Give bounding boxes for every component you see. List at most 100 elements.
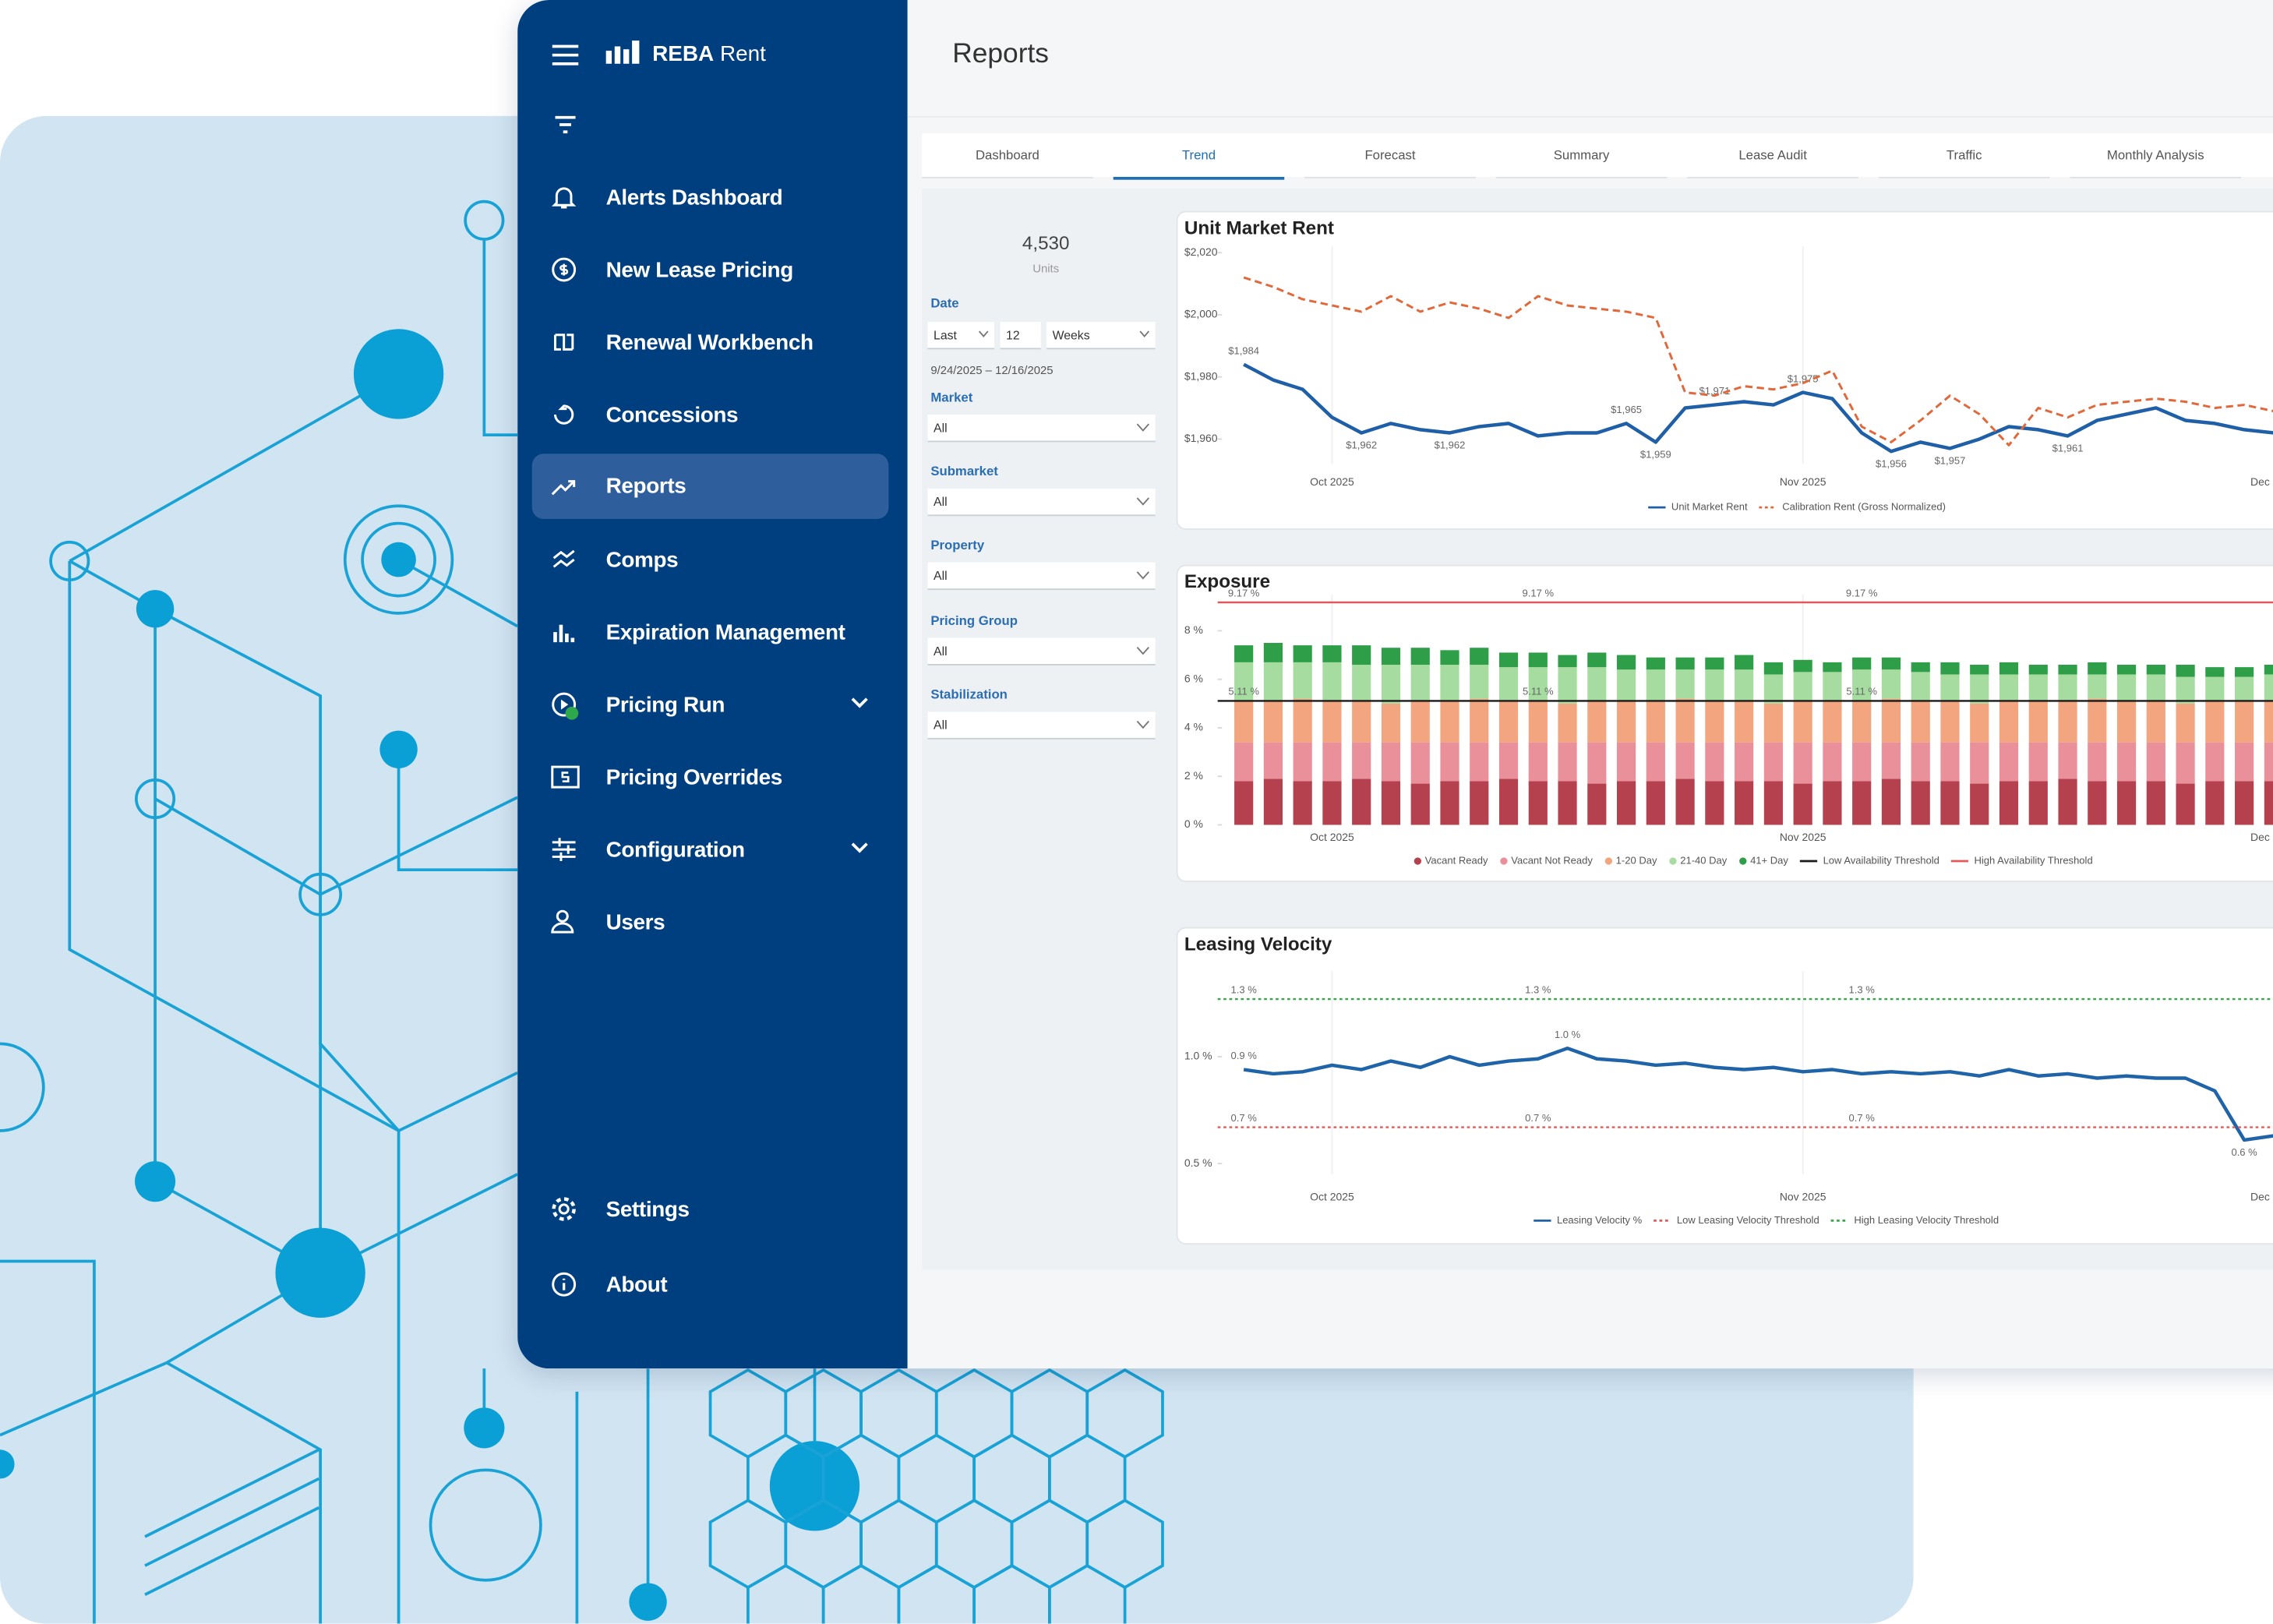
select[interactable]: Last — [927, 321, 995, 350]
circuit-dot — [135, 1161, 176, 1202]
bar-segment — [1763, 674, 1783, 704]
bar-segment — [1587, 701, 1607, 743]
nav-label: Comps — [605, 548, 679, 573]
header-divider — [907, 115, 2273, 118]
nav-item[interactable]: Pricing Overrides — [532, 748, 889, 806]
bar-segment — [1675, 657, 1695, 670]
select[interactable]: All — [927, 415, 1156, 443]
nav-item[interactable]: Configuration — [532, 821, 889, 878]
nav-item[interactable]: Comps — [532, 531, 889, 588]
tab-bar: Dashboard Trend Forecast Summary Lease A… — [922, 133, 2273, 180]
menu-icon[interactable] — [551, 44, 580, 67]
circuit-node — [298, 872, 343, 916]
select[interactable]: All — [927, 637, 1156, 665]
bar-segment — [2028, 674, 2048, 701]
circuit-dots — [0, 329, 860, 1621]
bar-segment — [1940, 662, 1960, 675]
bar-segment — [1381, 648, 1401, 665]
bar-segment — [1911, 662, 1930, 673]
page-title: Reports — [952, 39, 1049, 70]
chart-card — [1176, 210, 2273, 530]
threshold-label: 0.7 % — [1849, 1112, 1876, 1124]
tab[interactable]: Dashboard — [922, 133, 1093, 178]
tab[interactable]: Trend — [1113, 133, 1285, 180]
bar-segment — [2088, 674, 2107, 699]
tab[interactable]: Forecast — [1304, 133, 1476, 178]
legend-label: High Leasing Velocity Threshold — [1854, 1214, 1999, 1226]
nav-label: Alerts Dashboard — [605, 185, 783, 210]
bar-segment — [1470, 742, 1489, 782]
tab[interactable]: Summary — [1495, 133, 1668, 178]
bar-segment — [2058, 742, 2077, 779]
bar-segment — [1587, 783, 1607, 825]
y-tick-label: 6 % — [1184, 672, 1203, 684]
x-tick-label: Oct 2025 — [1310, 831, 1354, 843]
nav-item[interactable]: Settings — [532, 1180, 889, 1237]
bar-segment — [1352, 665, 1371, 701]
bar-segment — [2116, 674, 2137, 701]
nav-item[interactable]: Pricing Run — [532, 676, 889, 733]
circuit-dot — [353, 329, 444, 419]
bar-segment — [2235, 667, 2254, 677]
y-tick-label: 0.5 % — [1184, 1156, 1212, 1169]
select[interactable]: All — [927, 562, 1156, 591]
nav-icon — [552, 1272, 577, 1297]
nav-item[interactable]: Reports — [531, 454, 889, 519]
data-label: $1,962 — [1346, 440, 1377, 451]
bar-segment — [1440, 665, 1459, 701]
nav-label: Settings — [605, 1197, 690, 1223]
legend-swatch — [1669, 857, 1677, 865]
nav-item[interactable]: New Lease Pricing — [532, 241, 889, 298]
bar-segment — [1823, 742, 1842, 782]
bar-segment — [1970, 703, 1989, 743]
bar-segment — [1735, 669, 1754, 701]
filter-icon[interactable] — [554, 115, 577, 135]
bar-segment — [2058, 701, 2077, 743]
nav-item[interactable]: About — [532, 1255, 889, 1313]
x-tick-label: Nov 2025 — [1780, 1190, 1827, 1202]
date-range: 9/24/2025 – 12/16/2025 — [930, 363, 1054, 377]
circuit-line — [144, 1477, 320, 1567]
legend-label: Low Availability Threshold — [1823, 854, 1939, 866]
brand: REBA Rent — [652, 42, 766, 67]
x-tick-label: Nov 2025 — [1780, 475, 1827, 488]
bar-segment — [1852, 657, 1872, 670]
bar-segment — [1616, 742, 1636, 782]
select[interactable]: Weeks — [1046, 321, 1156, 350]
bar-segment — [1528, 701, 1548, 743]
filter-label: Submarket — [930, 464, 998, 478]
bar-segment — [1675, 669, 1695, 699]
bar-segment — [1646, 669, 1665, 701]
bar-segment — [1528, 652, 1548, 668]
bar-segment — [1705, 669, 1724, 701]
bar-segment — [1470, 648, 1489, 665]
bar-segment — [1234, 742, 1254, 782]
nav-item[interactable]: Expiration Management — [532, 603, 889, 661]
bar-segment — [1440, 781, 1459, 825]
bar-segment — [1881, 698, 1901, 743]
select-chevron — [1139, 330, 1149, 338]
bar-segment — [1410, 665, 1430, 701]
bar-segment — [1293, 662, 1312, 699]
expand-chevron[interactable] — [851, 842, 868, 854]
circuit-line — [397, 558, 519, 628]
select[interactable]: 12 — [1000, 321, 1041, 350]
units-count: 4,530 — [1022, 231, 1070, 254]
nav-item[interactable]: Users — [532, 893, 889, 951]
select[interactable]: All — [927, 488, 1156, 517]
threshold-label: 1.3 % — [1230, 983, 1257, 995]
nav-item[interactable]: Concessions — [532, 386, 889, 443]
bar-segment — [1999, 662, 2019, 675]
chart-title: Unit Market Rent — [1184, 217, 1334, 238]
select-value: All — [934, 568, 948, 583]
expand-chevron[interactable] — [851, 697, 868, 709]
select[interactable]: All — [927, 711, 1156, 740]
select-value: All — [934, 420, 948, 436]
tab[interactable]: Traffic — [1878, 133, 2050, 178]
bar-segment — [2088, 781, 2107, 825]
nav-item[interactable]: Alerts Dashboard — [532, 168, 889, 226]
bar-segment — [1911, 742, 1930, 782]
tab[interactable]: Lease Audit — [1687, 133, 1858, 178]
tab[interactable]: Monthly Analysis — [2070, 133, 2242, 178]
nav-item[interactable]: Renewal Workbench — [532, 313, 889, 371]
